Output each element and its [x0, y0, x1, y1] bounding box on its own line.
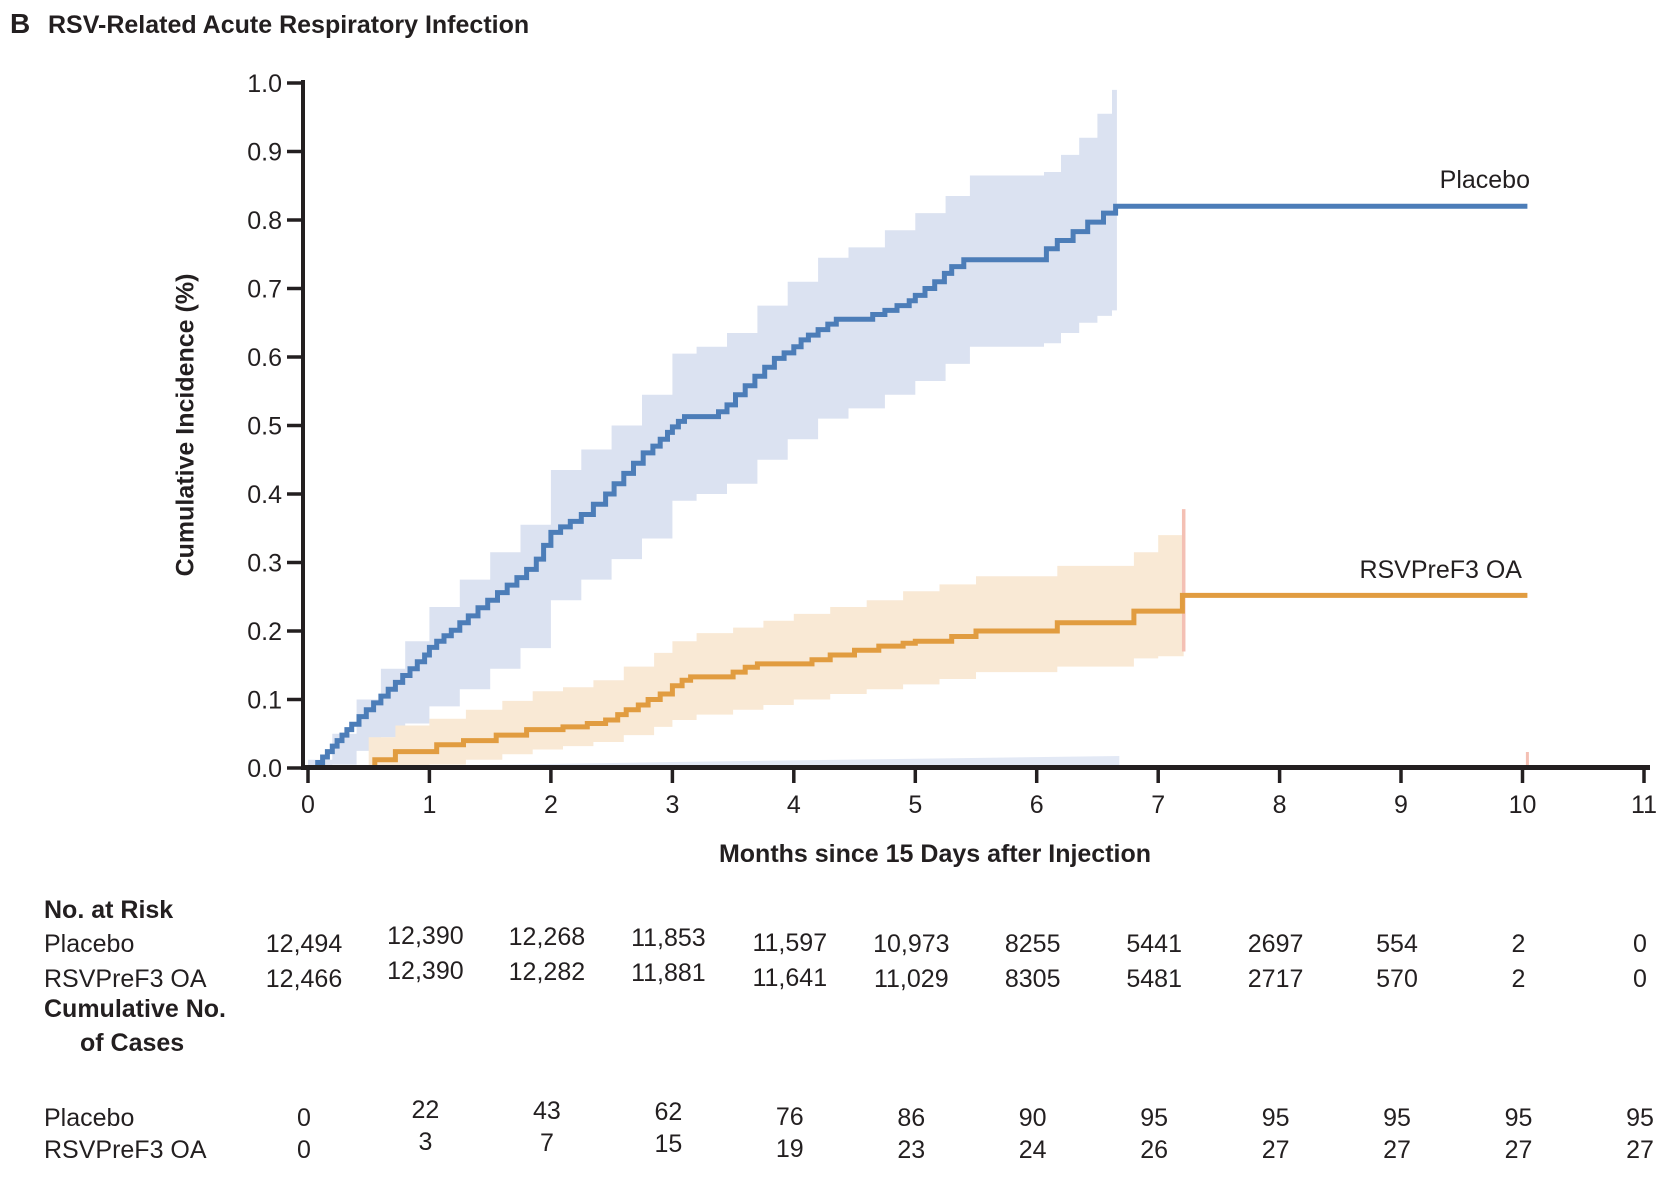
baseline-artifact-strip — [417, 756, 1120, 766]
risk-vaccine-value: 12,282 — [508, 958, 586, 986]
x-tick-label: 2 — [544, 791, 558, 819]
y-tick-label: 0.1 — [247, 687, 282, 715]
cases-placebo-value: 90 — [1018, 1104, 1047, 1132]
placebo-curve — [308, 203, 1528, 770]
cases-placebo-value: 95 — [1140, 1104, 1169, 1132]
risk-vaccine-value: 8305 — [1004, 965, 1061, 993]
placebo-series-label: Placebo — [1439, 166, 1530, 194]
y-tick-label: 0.0 — [247, 755, 282, 783]
panel-title: RSV-Related Acute Respiratory Infection — [48, 11, 530, 39]
risk-vaccine-value: 12,466 — [265, 965, 343, 993]
cumulative-cases-header-line2: of Cases — [80, 1029, 185, 1057]
x-tick-label: 11 — [1631, 791, 1657, 819]
cases-vaccine-value: 26 — [1140, 1136, 1169, 1164]
risk-vaccine-value: 12,390 — [387, 957, 464, 985]
km-chart: 1.0 0.9 0.8 0.7 0.6 0.5 0.4 0.3 0.2 0.1 0.0 0 1 2 3 4 5 6… — [247, 70, 1657, 819]
vaccine-series-label: RSVPreF3 OA — [1359, 556, 1522, 584]
x-tick-label: 8 — [1273, 791, 1287, 819]
cases-vaccine-value: 15 — [654, 1130, 683, 1158]
risk-vaccine-value: 2717 — [1247, 965, 1304, 993]
cases-vaccine-value: 27 — [1504, 1136, 1533, 1164]
risk-placebo-value: 12,390 — [387, 922, 464, 950]
risk-placebo-value: 12,268 — [508, 923, 586, 951]
cases-vaccine-value: 19 — [775, 1135, 804, 1163]
y-tick-label: 0.3 — [247, 550, 282, 578]
risk-vaccine-value: 570 — [1376, 965, 1418, 993]
risk-placebo-value: 11,853 — [631, 924, 706, 952]
cases-vaccine-value: 0 — [297, 1136, 311, 1164]
risk-vaccine-value: 5481 — [1126, 965, 1182, 993]
risk-placebo-value: 0 — [1633, 930, 1647, 958]
risk-placebo-value: 554 — [1376, 930, 1418, 958]
x-tick-label: 9 — [1394, 791, 1408, 819]
risk-placebo-value: 10,973 — [873, 930, 950, 958]
x-tick-label: 4 — [787, 791, 801, 819]
panel-letter: B — [10, 8, 31, 39]
cases-vaccine-value: 27 — [1383, 1136, 1411, 1164]
y-tick-label: 0.9 — [247, 139, 282, 167]
cumulative-cases-header-line1: Cumulative No. — [44, 995, 226, 1023]
x-tick-label: 5 — [908, 791, 922, 819]
risk-row-label-vaccine: RSVPreF3 OA — [44, 965, 207, 993]
cases-vaccine-value: 27 — [1626, 1136, 1654, 1164]
x-axis-label: Months since 15 Days after Injection — [718, 840, 1152, 868]
cases-placebo-value: 62 — [654, 1098, 683, 1126]
x-tick-label: 0 — [301, 791, 315, 819]
cases-vaccine-value: 7 — [539, 1129, 554, 1157]
risk-vaccine-value: 2 — [1511, 965, 1526, 993]
y-axis-label: Cumulative Incidence (%) — [171, 273, 200, 577]
risk-placebo-value: 2697 — [1247, 930, 1304, 958]
risk-placebo-value: 8255 — [1004, 930, 1061, 958]
cases-vaccine-value: 23 — [897, 1136, 926, 1164]
cases-placebo-value: 95 — [1383, 1104, 1411, 1132]
placebo-ci-band — [308, 79, 1117, 769]
cases-placebo-value: 76 — [775, 1103, 804, 1131]
x-tick-label: 10 — [1509, 791, 1537, 819]
cases-placebo-value: 95 — [1626, 1104, 1654, 1132]
risk-row-label-placebo: Placebo — [44, 930, 135, 958]
risk-placebo-value: 11,597 — [752, 929, 828, 957]
y-tick-label: 0.5 — [247, 413, 282, 441]
cases-row-label-vaccine: RSVPreF3 OA — [44, 1136, 207, 1164]
cases-placebo-value: 86 — [897, 1104, 926, 1132]
y-tick-label: 1.0 — [247, 70, 282, 98]
cases-placebo-value: 95 — [1504, 1104, 1533, 1132]
y-tick-label: 0.7 — [247, 276, 282, 304]
risk-placebo-value: 5441 — [1126, 930, 1182, 958]
y-tick-label: 0.4 — [247, 481, 282, 509]
risk-placebo-value: 2 — [1511, 930, 1526, 958]
risk-vaccine-value: 11,881 — [631, 959, 706, 987]
cases-placebo-value: 22 — [411, 1096, 440, 1124]
x-tick-label: 3 — [665, 791, 679, 819]
cases-vaccine-value: 24 — [1018, 1136, 1047, 1164]
x-tick-label: 1 — [422, 791, 436, 819]
cases-row-label-placebo: Placebo — [44, 1104, 135, 1132]
vaccine-curve — [308, 592, 1528, 770]
risk-vaccine-value: 0 — [1633, 965, 1647, 993]
cases-placebo-value: 43 — [532, 1097, 561, 1125]
cases-placebo-value: 95 — [1261, 1104, 1290, 1132]
cases-placebo-value: 0 — [297, 1104, 311, 1132]
y-tick-label: 0.8 — [247, 207, 282, 235]
no-at-risk-header: No. at Risk — [44, 896, 174, 924]
y-tick-label: 0.6 — [247, 344, 282, 372]
vaccine-ci-band — [368, 509, 1184, 768]
cases-vaccine-value: 3 — [418, 1128, 433, 1156]
risk-vaccine-value: 11,029 — [873, 965, 949, 993]
risk-vaccine-value: 11,641 — [752, 964, 828, 992]
risk-placebo-value: 12,494 — [265, 930, 343, 958]
x-tick-label: 7 — [1151, 791, 1165, 819]
x-tick-label: 6 — [1030, 791, 1044, 819]
cases-vaccine-value: 27 — [1261, 1136, 1290, 1164]
y-tick-label: 0.2 — [247, 618, 282, 646]
